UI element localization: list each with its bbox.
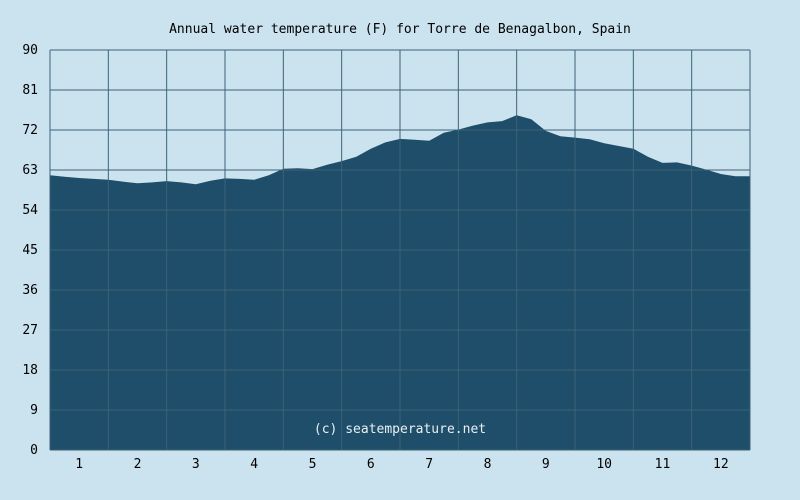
x-tick-label: 5 (309, 457, 317, 472)
y-tick-label: 36 (22, 283, 38, 298)
y-tick-label: 72 (22, 123, 38, 138)
y-tick-label: 90 (22, 43, 38, 58)
x-tick-label: 3 (192, 457, 200, 472)
x-tick-label: 8 (484, 457, 492, 472)
y-tick-label: 45 (22, 243, 38, 258)
x-tick-label: 11 (655, 457, 671, 472)
y-tick-label: 63 (22, 163, 38, 178)
y-tick-label: 9 (30, 403, 38, 418)
x-tick-label: 4 (250, 457, 258, 472)
x-tick-label: 1 (75, 457, 83, 472)
watermark: (c) seatemperature.net (314, 422, 486, 437)
x-tick-label: 10 (596, 457, 612, 472)
y-tick-label: 0 (30, 443, 38, 458)
chart-title: Annual water temperature (F) for Torre d… (169, 22, 631, 37)
x-tick-label: 2 (134, 457, 142, 472)
y-tick-label: 27 (22, 323, 38, 338)
y-tick-label: 18 (22, 363, 38, 378)
y-tick-label: 81 (22, 83, 38, 98)
x-tick-label: 9 (542, 457, 550, 472)
y-tick-label: 54 (22, 203, 38, 218)
x-tick-label: 12 (713, 457, 729, 472)
x-tick-label: 6 (367, 457, 375, 472)
x-tick-label: 7 (425, 457, 433, 472)
